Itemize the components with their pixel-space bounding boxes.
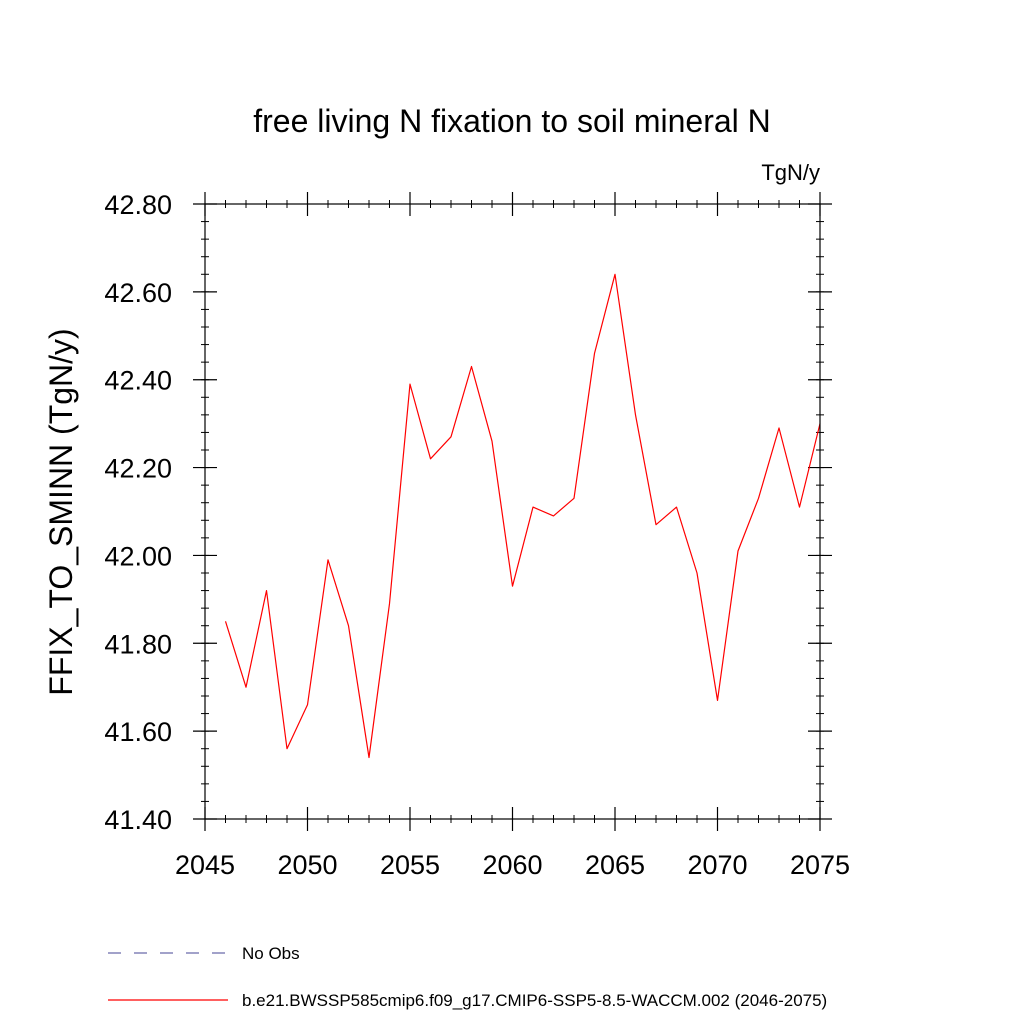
x-tick-label: 2070 [687, 850, 747, 880]
chart-title: free living N fixation to soil mineral N [253, 103, 771, 139]
series-lines [224, 273, 821, 759]
legend-label: No Obs [242, 944, 300, 963]
y-tick-label: 42.20 [104, 454, 172, 484]
minor-ticks [201, 200, 824, 823]
x-tick-label: 2050 [277, 850, 337, 880]
y-tick-label: 42.40 [104, 366, 172, 396]
legend: No Obs b.e21.BWSSP585cmip6.f09_g17.CMIP6-… [108, 944, 827, 1010]
series-line [224, 273, 821, 759]
x-tick-label: 2065 [585, 850, 645, 880]
y-tick-label: 42.00 [104, 541, 172, 571]
y-tick-label: 41.60 [104, 717, 172, 747]
y-tick-label: 41.80 [104, 629, 172, 659]
units-label: TgN/y [761, 160, 820, 185]
y-tick-labels: 41.40 41.60 41.80 42.00 42.20 42.40 42.60 42.80 [104, 190, 172, 835]
legend-label: b.e21.BWSSP585cmip6.f09_g17.CMIP6-SSP5-8… [242, 991, 827, 1010]
y-tick-label: 41.40 [104, 805, 172, 835]
x-tick-label: 2060 [482, 850, 542, 880]
x-tick-label: 2075 [790, 850, 850, 880]
x-tick-label: 2055 [380, 850, 440, 880]
y-axis-label: FFIX_TO_SMINN (TgN/y) [43, 328, 79, 695]
x-tick-label: 2045 [175, 850, 235, 880]
plot-frame [204, 203, 821, 820]
x-tick-labels: 2045 2050 2055 2060 2065 2070 2075 [175, 850, 850, 880]
y-tick-label: 42.80 [104, 190, 172, 220]
y-tick-label: 42.60 [104, 278, 172, 308]
major-ticks [193, 192, 832, 831]
